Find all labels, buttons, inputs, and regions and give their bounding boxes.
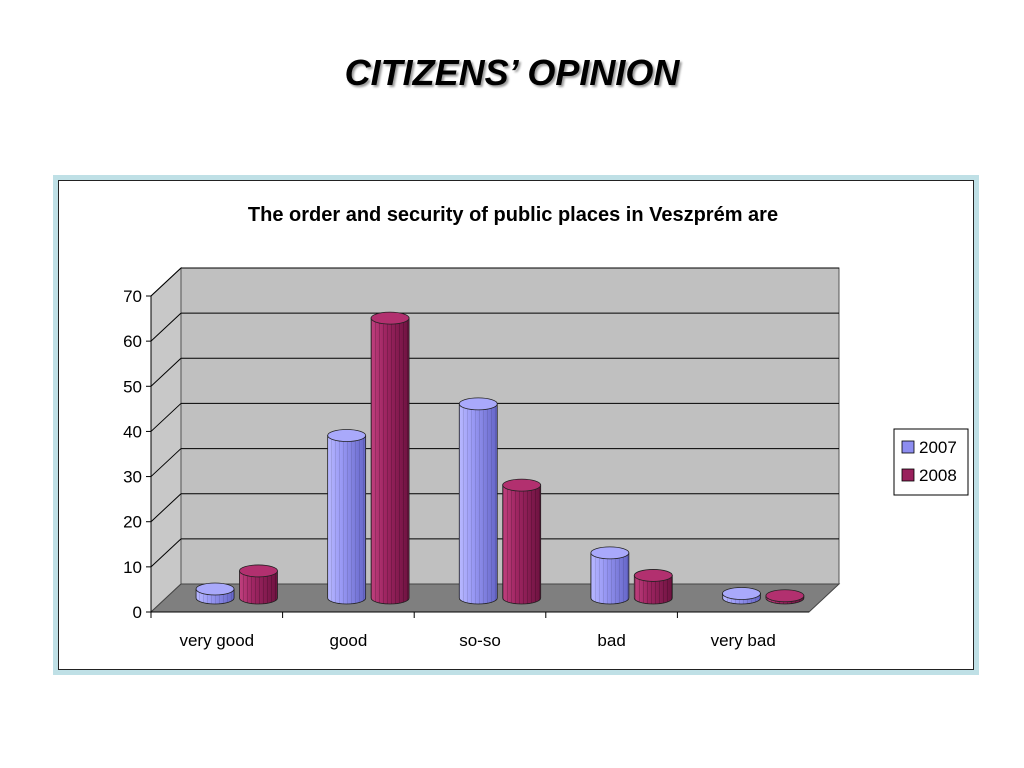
- gridline-side: [150, 403, 182, 432]
- bar-top: [590, 546, 630, 560]
- y-tick-label: 50: [123, 377, 142, 396]
- gridline-side: [150, 267, 182, 297]
- bar-shading: [634, 575, 673, 604]
- side-wall: [150, 266, 182, 614]
- bar-shading: [502, 485, 541, 604]
- bar-top: [327, 429, 367, 442]
- chart-title: The order and security of public places …: [248, 204, 778, 226]
- x-tick-label: good: [329, 631, 367, 650]
- bar-top: [239, 564, 278, 578]
- bar-shading: [239, 570, 278, 604]
- bar-2008-very-bad: [765, 589, 805, 605]
- bar-2007-so-so: [458, 397, 498, 605]
- bar-2008-very-good: [239, 564, 278, 605]
- bar-2007-very-good: [195, 582, 235, 605]
- x-tick-label: bad: [597, 631, 625, 650]
- gridline-side: [150, 538, 182, 568]
- gridline-side: [150, 312, 182, 342]
- slide-title: CITIZENS’ OPINION: [344, 52, 680, 93]
- y-tick-label: 10: [123, 558, 142, 577]
- y-tick-label: 20: [123, 513, 142, 532]
- legend: 2007 2008: [893, 428, 969, 496]
- bar-top: [765, 589, 805, 603]
- gridline-side: [150, 357, 182, 387]
- gridlines: [150, 267, 839, 568]
- legend-swatch-2007: [901, 440, 915, 454]
- bar-shading: [459, 403, 498, 604]
- bar-top: [722, 587, 761, 600]
- y-axis-ticks: 0 10 20 30 40 50 60 70: [123, 287, 151, 622]
- legend-label-2007: 2007: [919, 438, 957, 457]
- legend-label-2008: 2008: [919, 466, 957, 485]
- bar-shading: [327, 435, 366, 604]
- bar-2007-very-bad: [722, 587, 761, 605]
- y-tick-label: 70: [123, 287, 142, 306]
- chart-frame: The order and security of public places …: [53, 175, 979, 675]
- y-tick-label: 60: [123, 332, 142, 351]
- gridline-side: [150, 493, 182, 523]
- bars: [195, 311, 805, 605]
- gridline-side: [150, 448, 182, 477]
- bar-top: [370, 311, 410, 325]
- bar-top: [502, 478, 542, 492]
- x-tick-label: so-so: [459, 631, 501, 650]
- bar-2008-so-so: [502, 478, 542, 605]
- x-axis-ticks: very good good so-so bad very bad: [150, 612, 776, 650]
- bar-shading: [590, 552, 629, 604]
- bar-2007-good: [327, 429, 367, 605]
- x-tick-label: very bad: [711, 631, 776, 650]
- y-tick-label: 30: [123, 468, 142, 487]
- bar-2007-bad: [590, 546, 630, 605]
- bar-2008-bad: [633, 569, 673, 605]
- y-tick-label: 0: [133, 603, 142, 622]
- y-tick-label: 40: [123, 422, 142, 441]
- legend-box: [893, 428, 969, 496]
- bar-top: [458, 397, 498, 411]
- chart-area: The order and security of public places …: [58, 180, 974, 670]
- x-tick-label: very good: [179, 631, 254, 650]
- bar-top: [195, 582, 235, 596]
- bar-chart: The order and security of public places …: [123, 204, 969, 650]
- axes: [150, 296, 809, 613]
- bar-shading: [371, 318, 410, 604]
- bar-top: [633, 569, 673, 582]
- legend-swatch-2008: [901, 468, 915, 482]
- bar-2008-good: [370, 311, 410, 605]
